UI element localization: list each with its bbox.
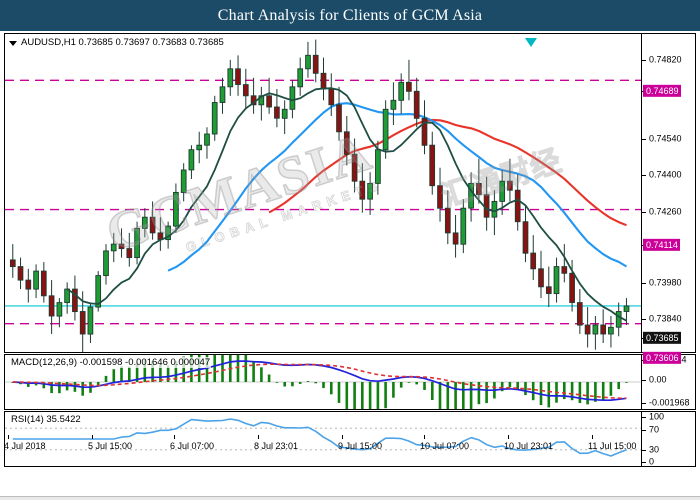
- macd-indicator-panel[interactable]: MACD(12,26,9) -0.001598 -0.001646 0.0000…: [4, 354, 696, 410]
- window-title-bar: Chart Analysis for Clients of GCM Asia: [0, 0, 700, 31]
- price-axis[interactable]: 0.74820 0.74689 0.74540 0.74400 0.74260 0.741…: [641, 34, 695, 375]
- page-title: Chart Analysis for Clients of GCM Asia: [217, 6, 483, 24]
- price-tick-label: 0.73840: [649, 313, 682, 324]
- time-tick: [92, 435, 93, 439]
- time-axis-label: 9 Jul 15:00: [338, 441, 383, 451]
- time-tick: [508, 435, 509, 439]
- time-axis-label: 10 Jul 23:01: [504, 441, 554, 451]
- level-price-badge: 0.73606: [643, 351, 681, 365]
- macd-chart: [5, 355, 642, 409]
- rsi-tick-label: 0: [649, 456, 655, 467]
- level-price-badge: 0.74689: [643, 84, 681, 98]
- time-axis-label: 8 Jul 23:01: [254, 441, 299, 451]
- time-tick: [8, 435, 9, 439]
- rsi-tick-label: 100: [649, 411, 665, 422]
- rsi-tick-label: 30: [649, 444, 660, 455]
- level-price-badge: 0.74114: [643, 238, 680, 252]
- price-tick-label: 0.74540: [649, 133, 682, 144]
- time-tick: [424, 435, 425, 439]
- rsi-label: RSI(14) 35.5422: [10, 414, 82, 425]
- macd-plot-area[interactable]: [5, 355, 642, 409]
- time-tick: [258, 435, 259, 439]
- rsi-chart: [5, 418, 642, 457]
- price-plot-area[interactable]: [5, 34, 642, 352]
- sell-arrow-marker: [525, 38, 537, 47]
- rsi-indicator-panel[interactable]: RSI(14) 35.5422 100 70 30 0: [4, 411, 696, 467]
- time-tick: [174, 435, 175, 439]
- macd-tick-label: -0.001968: [649, 397, 690, 408]
- time-tick: [592, 435, 593, 439]
- price-tick-label: 0.74820: [649, 54, 682, 65]
- macd-label: MACD(12,26,9) -0.001598 -0.001646 0.0000…: [10, 357, 212, 368]
- price-tick-label: 0.74400: [649, 169, 682, 180]
- symbol-header-label: AUDUSD,H1 0.73685 0.73697 0.73683 0.7368…: [10, 37, 225, 48]
- price-chart-panel[interactable]: GCMASIA GLOBAL MARKETS 汇通财经 AUDUSD,H1 0.…: [4, 33, 696, 375]
- rsi-tick-label: 70: [649, 424, 660, 435]
- caret-down-icon[interactable]: [9, 41, 17, 46]
- price-tick-label: 0.73980: [649, 277, 682, 288]
- time-axis-label: 5 Jul 15:00: [88, 441, 133, 451]
- macd-tick-label: 0.00: [649, 374, 667, 385]
- time-axis-label: 6 Jul 07:00: [170, 441, 215, 451]
- time-axis-label: 11 Jul 15:00: [588, 441, 637, 451]
- rsi-axis: 100 70 30 0: [641, 412, 695, 466]
- time-axis-label: 4 Jul 2018: [4, 441, 46, 451]
- candlestick-chart: [5, 39, 642, 352]
- current-price-badge: 0.73685: [643, 331, 681, 345]
- time-axis-label: 10 Jul 07:00: [420, 441, 470, 451]
- status-strip: [0, 496, 700, 500]
- price-tick-label: 0.74260: [649, 206, 682, 217]
- time-tick: [342, 435, 343, 439]
- time-axis[interactable]: 4 Jul 2018 5 Jul 15:00 6 Jul 07:00 8 Jul 23…: [4, 435, 696, 459]
- chart-frame: GCMASIA GLOBAL MARKETS 汇通财经 AUDUSD,H1 0.…: [4, 33, 696, 497]
- rsi-plot-area[interactable]: [5, 412, 642, 466]
